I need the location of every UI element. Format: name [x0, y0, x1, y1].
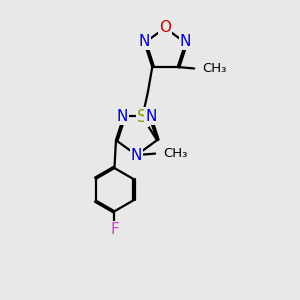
- Text: CH₃: CH₃: [202, 62, 227, 75]
- Text: F: F: [110, 222, 119, 237]
- Text: S: S: [137, 108, 148, 126]
- Text: N: N: [139, 34, 150, 49]
- Text: N: N: [117, 109, 128, 124]
- Text: N: N: [131, 148, 142, 163]
- Text: CH₃: CH₃: [164, 147, 188, 160]
- Text: N: N: [180, 34, 191, 49]
- Text: O: O: [159, 20, 171, 35]
- Text: N: N: [145, 109, 156, 124]
